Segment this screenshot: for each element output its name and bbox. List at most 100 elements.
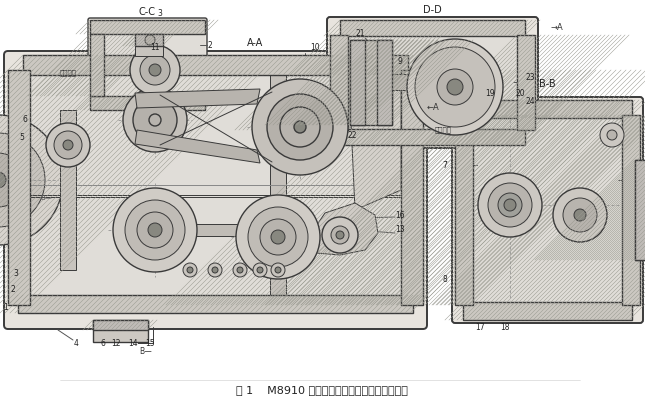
Text: 3: 3 [157, 10, 163, 18]
Circle shape [252, 79, 348, 175]
Circle shape [208, 263, 222, 277]
Text: 16: 16 [395, 210, 405, 220]
Circle shape [336, 231, 344, 239]
Circle shape [113, 188, 197, 272]
Text: D-D: D-D [422, 5, 441, 15]
Text: 5: 5 [19, 132, 25, 142]
Text: 10: 10 [310, 42, 320, 52]
Text: 11: 11 [150, 42, 160, 52]
Circle shape [294, 121, 306, 133]
Circle shape [133, 98, 177, 142]
Circle shape [563, 198, 597, 232]
Circle shape [271, 230, 285, 244]
Bar [350, 40, 365, 125]
Bar [23, 55, 408, 75]
Circle shape [275, 267, 281, 273]
Circle shape [63, 140, 73, 150]
Text: B—: B— [139, 346, 152, 356]
Bar [150, 224, 283, 236]
Bar [330, 35, 348, 130]
Circle shape [123, 88, 187, 152]
Text: 14: 14 [128, 338, 138, 348]
Bar [340, 20, 525, 36]
Circle shape [54, 131, 82, 159]
Bar [60, 110, 76, 270]
Text: 垂直导轨: 垂直导轨 [59, 70, 77, 76]
Bar [635, 160, 645, 260]
Bar [90, 20, 205, 34]
Text: 6: 6 [23, 116, 28, 124]
Text: 1: 1 [4, 302, 8, 312]
Circle shape [488, 183, 532, 227]
Bar [135, 34, 163, 46]
Polygon shape [135, 89, 260, 108]
Bar [18, 295, 413, 313]
Text: B-B: B-B [539, 79, 555, 89]
Circle shape [149, 64, 161, 76]
Polygon shape [308, 203, 378, 255]
Circle shape [253, 263, 267, 277]
Bar [350, 40, 392, 125]
Text: 6: 6 [101, 338, 105, 348]
Text: 21: 21 [355, 30, 365, 38]
Circle shape [322, 217, 358, 253]
Bar [635, 160, 645, 260]
Circle shape [183, 263, 197, 277]
Text: 18: 18 [501, 324, 510, 332]
Bar [30, 75, 401, 295]
Bar [401, 70, 423, 305]
Text: 8: 8 [442, 276, 448, 284]
Bar [348, 36, 517, 129]
Bar [90, 96, 205, 110]
Circle shape [125, 200, 185, 260]
Text: 20: 20 [515, 90, 525, 98]
Circle shape [130, 45, 180, 95]
Text: 19: 19 [485, 90, 495, 98]
Circle shape [407, 39, 503, 135]
Text: 17: 17 [475, 324, 485, 332]
Text: 15: 15 [145, 338, 155, 348]
Bar [93, 320, 148, 330]
Text: 13: 13 [395, 226, 405, 234]
Polygon shape [330, 75, 401, 210]
Circle shape [498, 193, 522, 217]
Text: 2: 2 [208, 40, 212, 50]
Text: 22: 22 [347, 130, 357, 140]
Bar [8, 70, 30, 305]
Circle shape [148, 223, 162, 237]
Circle shape [137, 212, 173, 248]
Circle shape [437, 69, 473, 105]
Text: 24: 24 [525, 98, 535, 106]
Text: 9: 9 [397, 58, 402, 66]
Text: 23: 23 [525, 72, 535, 82]
Bar [463, 100, 632, 118]
Bar [463, 302, 632, 320]
Text: 4: 4 [74, 338, 79, 348]
Text: 7: 7 [442, 160, 448, 170]
Circle shape [478, 173, 542, 237]
Circle shape [504, 199, 516, 211]
Bar [473, 118, 622, 302]
FancyBboxPatch shape [452, 97, 643, 323]
Circle shape [280, 107, 320, 147]
Bar [104, 34, 205, 96]
Text: 2: 2 [10, 286, 15, 294]
Text: ←A: ←A [426, 104, 439, 112]
Polygon shape [135, 130, 260, 163]
Circle shape [248, 207, 308, 267]
Circle shape [187, 267, 193, 273]
Circle shape [600, 123, 624, 147]
Bar [622, 115, 640, 305]
Circle shape [574, 209, 586, 221]
Bar [340, 129, 525, 145]
Text: →A: →A [551, 24, 563, 32]
Text: 水平导轨: 水平导轨 [435, 127, 451, 133]
Circle shape [212, 267, 218, 273]
Circle shape [0, 115, 63, 245]
Circle shape [0, 172, 6, 188]
Bar [93, 320, 148, 342]
Circle shape [140, 55, 170, 85]
FancyBboxPatch shape [327, 17, 538, 148]
Text: 图 1    M8910 万能多面型磨床的砂轮架摆摆机构: 图 1 M8910 万能多面型磨床的砂轮架摆摆机构 [236, 385, 408, 395]
Text: B—: B— [40, 195, 52, 201]
